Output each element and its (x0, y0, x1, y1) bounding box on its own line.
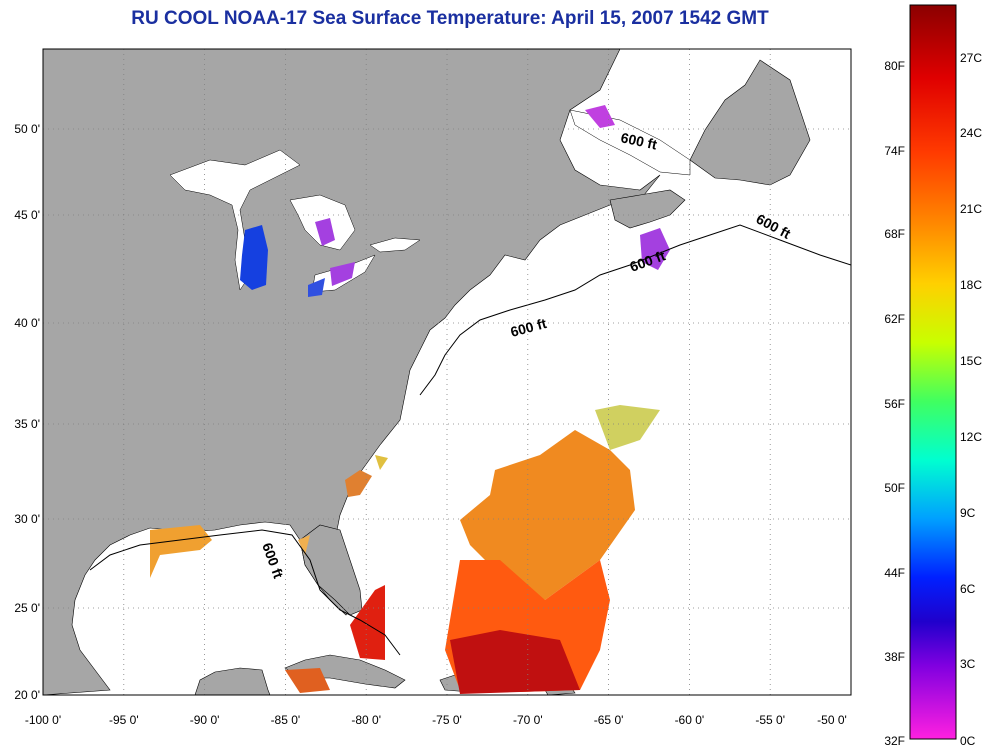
colorbar-c-label: 12C (960, 430, 982, 444)
map-area (42, 48, 852, 696)
colorbar-f-label: 80F (884, 59, 905, 73)
land-newfoundland (689, 59, 811, 186)
colorbar-f-label: 56F (884, 397, 905, 411)
colorbar-c-label: 18C (960, 278, 982, 292)
y-tick-label: 20 0' (14, 688, 40, 702)
colorbar-c-label: 3C (960, 657, 976, 671)
colorbar-c-labels: 27C 24C 21C 18C 15C 12C 9C 6C 3C 0C (960, 51, 982, 748)
x-tick-label: -100 0' (25, 713, 61, 727)
x-tick-label: -90 0' (190, 713, 220, 727)
colorbar-f-labels: 80F 74F 68F 62F 56F 50F 44F 38F 32F (884, 59, 905, 748)
y-tick-label: 50 0' (14, 122, 40, 136)
x-tick-label: -80 0' (351, 713, 381, 727)
colorbar-c-label: 24C (960, 126, 982, 140)
colorbar-f-label: 62F (884, 312, 905, 326)
colorbar-f-label: 74F (884, 144, 905, 158)
colorbar-c-label: 21C (960, 202, 982, 216)
x-tick-label: -60 0' (675, 713, 705, 727)
contour-600ft (89, 224, 851, 656)
x-tick-label: -85 0' (271, 713, 301, 727)
y-tick-label: 45 0' (14, 208, 40, 222)
x-tick-label: -95 0' (109, 713, 139, 727)
colorbar-c-label: 6C (960, 582, 976, 596)
colorbar-f-label: 38F (884, 650, 905, 664)
y-tick-label: 25 0' (14, 601, 40, 615)
y-tick-label: 30 0' (14, 512, 40, 526)
colorbar-c-label: 9C (960, 506, 976, 520)
colorbar-f-label: 32F (884, 734, 905, 748)
colorbar-c-label: 15C (960, 354, 982, 368)
x-tick-label: -65 0' (594, 713, 624, 727)
x-axis: -100 0' -95 0' -90 0' -85 0' -80 0' -75 … (25, 713, 847, 727)
x-tick-label: -70 0' (513, 713, 543, 727)
colorbar-f-label: 44F (884, 566, 905, 580)
colorbar-gradient (909, 4, 957, 740)
colorbar: 80F 74F 68F 62F 56F 50F 44F 38F 32F 27C … (884, 4, 982, 748)
x-tick-label: -50 0' (817, 713, 847, 727)
sst-data (150, 105, 670, 694)
colorbar-f-label: 68F (884, 227, 905, 241)
colorbar-c-label: 0C (960, 734, 976, 748)
x-tick-label: -55 0' (755, 713, 785, 727)
x-tick-label: -75 0' (432, 713, 462, 727)
map-title: RU COOL NOAA-17 Sea Surface Temperature:… (131, 8, 769, 29)
land-yucatan (194, 667, 271, 695)
colorbar-f-label: 50F (884, 481, 905, 495)
y-tick-label: 35 0' (14, 417, 40, 431)
y-axis: 50 0' 45 0' 40 0' 35 0' 30 0' 25 0' 20 0… (14, 122, 40, 702)
colorbar-c-label: 27C (960, 51, 982, 65)
y-tick-label: 40 0' (14, 316, 40, 330)
land-nova-scotia (609, 189, 686, 229)
contour-label: 600 ft (619, 129, 658, 152)
